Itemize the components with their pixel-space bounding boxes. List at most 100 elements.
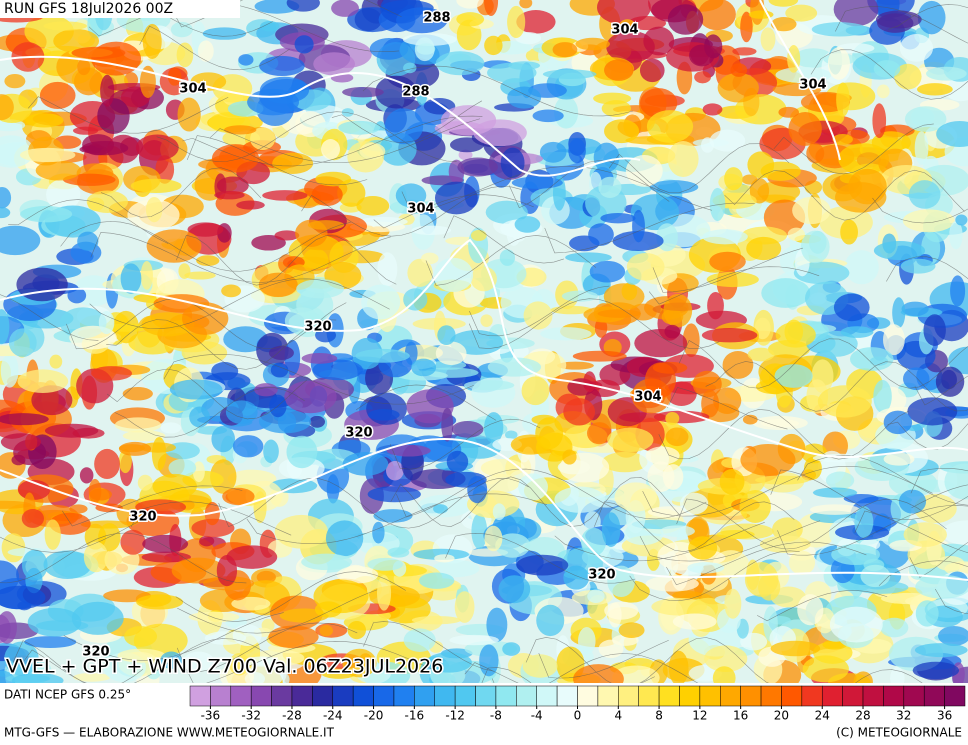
vvel-patch xyxy=(441,407,454,442)
vvel-patch xyxy=(69,504,88,514)
vvel-patch xyxy=(342,452,389,476)
vvel-patch xyxy=(232,624,262,646)
streamline xyxy=(481,667,532,683)
vvel-patch xyxy=(467,476,488,504)
colorbar-swatch xyxy=(312,685,334,707)
header-box xyxy=(0,0,240,18)
vvel-patch xyxy=(572,350,627,362)
vvel-patch xyxy=(43,550,92,580)
vvel-patch xyxy=(319,624,333,637)
vvel-patch xyxy=(577,627,596,655)
vvel-patch xyxy=(484,412,504,444)
vvel-patch xyxy=(184,271,216,280)
vvel-patch xyxy=(507,86,542,109)
map-title: VVEL + GPT + WIND Z700 Val. 06Z23JUL2026 xyxy=(6,656,443,678)
streamline xyxy=(468,298,720,349)
vvel-patch xyxy=(49,354,63,369)
streamline xyxy=(887,421,968,450)
vvel-patch xyxy=(286,435,318,469)
vvel-patch xyxy=(338,120,381,135)
vvel-patch xyxy=(168,458,197,478)
vvel-patch xyxy=(406,389,454,424)
vvel-patch xyxy=(456,0,484,9)
vvel-patch xyxy=(471,513,488,550)
streamline xyxy=(911,484,968,509)
vvel-patch xyxy=(169,379,223,400)
streamline xyxy=(658,409,909,460)
vvel-patch xyxy=(321,139,341,160)
vvel-patch xyxy=(890,666,905,683)
colorbar: -36 -32 -28 -24 -20 -16 -12 -8 -4 0 4 8 12 16 20 24 28 32… xyxy=(189,685,966,723)
colorbar-swatch xyxy=(250,685,272,707)
vvel-patch xyxy=(692,370,722,398)
vvel-patch xyxy=(601,512,621,547)
vvel-patch xyxy=(0,135,35,168)
vvel-patch xyxy=(120,529,146,555)
streamline xyxy=(544,202,755,254)
vvel-patch xyxy=(140,260,153,290)
vvel-patch xyxy=(907,397,958,426)
colorbar-swatch xyxy=(760,685,782,707)
vvel-patch xyxy=(915,600,939,627)
vvel-patch xyxy=(44,423,99,438)
vvel-patch xyxy=(601,100,631,117)
vvel-patch xyxy=(152,473,197,499)
colorbar-tick-label: -20 xyxy=(364,709,384,723)
colorbar-swatch xyxy=(923,685,945,707)
vvel-patch xyxy=(337,179,366,207)
vvel-patch xyxy=(520,446,536,480)
vvel-patch xyxy=(326,474,340,504)
vvel-patch xyxy=(894,63,922,90)
vvel-patch xyxy=(883,452,915,466)
colorbar-swatch xyxy=(454,685,476,707)
colorbar-tick-label: 0 xyxy=(574,709,582,723)
vvel-patch xyxy=(372,521,385,544)
vvel-patch xyxy=(135,499,187,515)
vvel-patch xyxy=(396,7,448,34)
vvel-patch xyxy=(311,183,343,206)
vvel-patch xyxy=(761,278,811,308)
streamline xyxy=(60,221,351,272)
vvel-patch xyxy=(258,272,298,298)
streamline xyxy=(508,160,670,209)
vvel-patch xyxy=(522,654,558,678)
vvel-patch xyxy=(191,518,235,538)
contour-label: 304 xyxy=(407,202,434,217)
vvel-patch xyxy=(606,30,655,63)
vvel-patch xyxy=(844,250,879,285)
vvel-patch xyxy=(740,443,796,476)
vvel-patch xyxy=(712,666,736,683)
vvel-patch xyxy=(950,275,966,307)
vvel-patch xyxy=(167,67,182,86)
vvel-patch xyxy=(840,219,858,245)
streamline xyxy=(724,169,965,221)
vvel-patch xyxy=(598,176,622,198)
vvel-patch xyxy=(768,0,799,7)
vvel-patch xyxy=(734,94,787,125)
vvel-patch xyxy=(373,509,413,523)
streamline xyxy=(525,637,770,683)
vvel-patch xyxy=(880,592,937,605)
colorbar-swatch xyxy=(801,685,823,707)
vvel-patch xyxy=(540,327,592,341)
vvel-patch xyxy=(247,88,299,116)
vvel-patch xyxy=(434,554,455,563)
vvel-patch xyxy=(550,305,593,315)
vvel-patch xyxy=(414,37,435,62)
vvel-patch xyxy=(594,317,608,338)
vvel-patch xyxy=(367,486,421,503)
vvel-patch xyxy=(232,435,264,458)
streamline xyxy=(218,478,529,529)
vvel-patch xyxy=(724,588,742,619)
vvel-patch xyxy=(701,328,758,343)
vvel-patch xyxy=(202,27,247,40)
vvel-patch xyxy=(361,284,401,320)
run-label: RUN GFS 18Jul2026 00Z xyxy=(4,1,173,17)
vvel-patch xyxy=(435,341,467,366)
streamline xyxy=(8,199,169,244)
colorbar-tick-label: -24 xyxy=(323,709,343,723)
vvel-patch xyxy=(523,301,553,330)
vvel-patch xyxy=(403,62,417,74)
colorbar-tick-label: 4 xyxy=(614,709,622,723)
